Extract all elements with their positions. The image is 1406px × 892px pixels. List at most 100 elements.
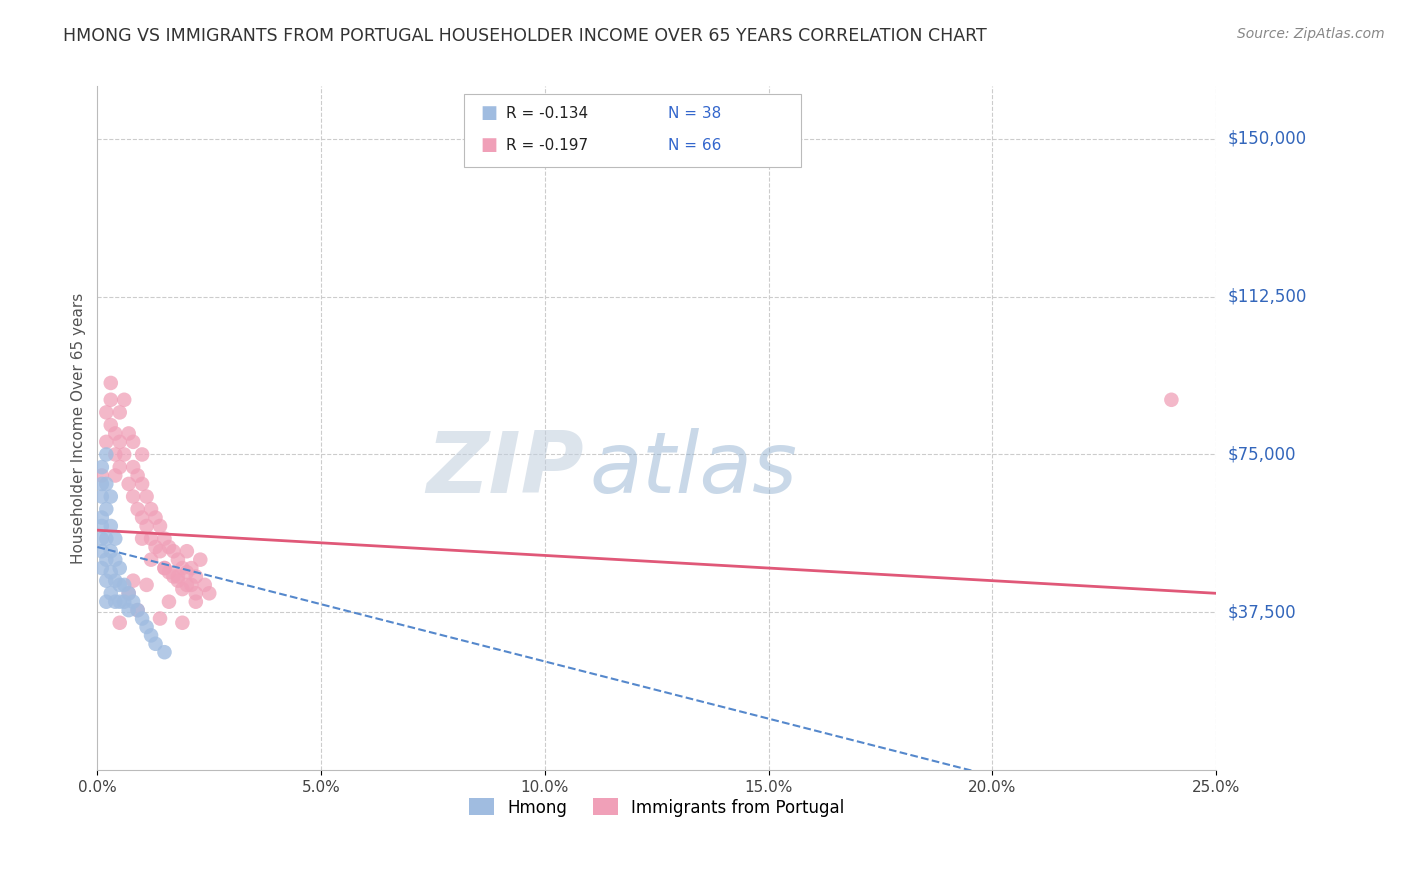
Text: $112,500: $112,500 — [1227, 288, 1306, 306]
Point — [96, 574, 118, 588]
Point — [139, 532, 162, 546]
Point — [139, 628, 162, 642]
Point — [131, 611, 153, 625]
Point — [135, 519, 157, 533]
Point — [100, 376, 122, 390]
Point — [153, 561, 176, 575]
Point — [122, 490, 145, 504]
Point — [188, 552, 211, 566]
Point — [100, 566, 122, 580]
Point — [172, 615, 194, 630]
Point — [122, 574, 145, 588]
Point — [96, 434, 118, 449]
Point — [118, 426, 141, 441]
Point — [104, 468, 127, 483]
Point — [96, 595, 118, 609]
Point — [90, 477, 112, 491]
Text: Source: ZipAtlas.com: Source: ZipAtlas.com — [1237, 27, 1385, 41]
Point — [172, 582, 194, 596]
Point — [108, 434, 131, 449]
Point — [127, 502, 149, 516]
Point — [112, 595, 135, 609]
Point — [122, 595, 145, 609]
Point — [157, 566, 180, 580]
Point — [149, 611, 172, 625]
Point — [172, 561, 194, 575]
Point — [96, 552, 118, 566]
Point — [104, 552, 127, 566]
Point — [90, 468, 112, 483]
Point — [153, 532, 176, 546]
Point — [167, 569, 190, 583]
Point — [198, 586, 221, 600]
Point — [108, 595, 131, 609]
Point — [108, 561, 131, 575]
Text: N = 38: N = 38 — [668, 106, 721, 120]
Point — [118, 477, 141, 491]
Point — [1160, 392, 1182, 407]
Point — [112, 392, 135, 407]
Point — [108, 460, 131, 475]
Point — [184, 595, 207, 609]
Text: atlas: atlas — [589, 427, 797, 511]
Point — [90, 510, 112, 524]
Point — [108, 578, 131, 592]
Point — [96, 532, 118, 546]
Text: N = 66: N = 66 — [668, 138, 721, 153]
Text: ZIP: ZIP — [426, 427, 583, 511]
Point — [90, 544, 112, 558]
Point — [100, 586, 122, 600]
Point — [162, 544, 184, 558]
Point — [180, 561, 202, 575]
Point — [145, 510, 167, 524]
Point — [96, 447, 118, 461]
Point — [149, 544, 172, 558]
Point — [90, 490, 112, 504]
Point — [104, 574, 127, 588]
Point — [108, 615, 131, 630]
Point — [176, 578, 198, 592]
Point — [108, 405, 131, 419]
Text: HMONG VS IMMIGRANTS FROM PORTUGAL HOUSEHOLDER INCOME OVER 65 YEARS CORRELATION C: HMONG VS IMMIGRANTS FROM PORTUGAL HOUSEH… — [63, 27, 987, 45]
Point — [100, 417, 122, 432]
Point — [167, 552, 190, 566]
Point — [145, 540, 167, 554]
Y-axis label: Householder Income Over 65 years: Householder Income Over 65 years — [72, 293, 86, 564]
Point — [167, 574, 190, 588]
Point — [157, 595, 180, 609]
Point — [127, 603, 149, 617]
Point — [180, 578, 202, 592]
Point — [194, 578, 217, 592]
Point — [157, 540, 180, 554]
Point — [176, 566, 198, 580]
Point — [131, 532, 153, 546]
Point — [118, 603, 141, 617]
Point — [131, 447, 153, 461]
Point — [139, 552, 162, 566]
Text: R = -0.134: R = -0.134 — [506, 106, 588, 120]
Text: R = -0.197: R = -0.197 — [506, 138, 588, 153]
Point — [104, 447, 127, 461]
Point — [118, 586, 141, 600]
Point — [149, 519, 172, 533]
Point — [131, 477, 153, 491]
Point — [162, 569, 184, 583]
Point — [104, 595, 127, 609]
Text: $150,000: $150,000 — [1227, 130, 1306, 148]
Point — [100, 519, 122, 533]
Point — [145, 637, 167, 651]
Point — [96, 502, 118, 516]
Point — [100, 544, 122, 558]
Point — [96, 405, 118, 419]
Legend: Hmong, Immigrants from Portugal: Hmong, Immigrants from Portugal — [463, 792, 851, 823]
Point — [90, 532, 112, 546]
Text: $75,000: $75,000 — [1227, 445, 1296, 464]
Point — [96, 477, 118, 491]
Point — [104, 532, 127, 546]
Point — [118, 586, 141, 600]
Point — [104, 426, 127, 441]
Point — [127, 603, 149, 617]
Point — [100, 490, 122, 504]
Text: ■: ■ — [481, 136, 498, 154]
Point — [100, 392, 122, 407]
